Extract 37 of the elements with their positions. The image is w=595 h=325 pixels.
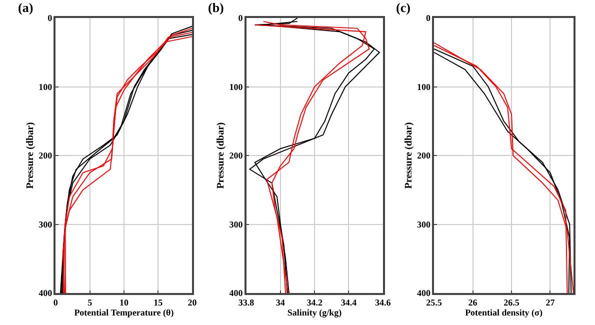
y-tick-label: 400 <box>38 288 53 298</box>
y-tick-label: 200 <box>417 150 432 161</box>
y-tick-label: 0 <box>48 13 53 24</box>
x-tick-label: 33.8 <box>238 298 255 308</box>
y-tick-label: 100 <box>38 82 53 92</box>
x-axis-title: Potential density (σ) <box>465 308 542 318</box>
y-tick-label: 300 <box>417 219 432 230</box>
x-tick-label: 27 <box>546 298 556 308</box>
x-tick-label: 34.2 <box>306 298 323 308</box>
x-tick-label: 26 <box>468 298 478 308</box>
y-tick-label: 200 <box>38 150 53 161</box>
y-tick-label: 300 <box>229 219 244 230</box>
y-tick-label: 200 <box>229 150 244 161</box>
x-tick-label: 10 <box>119 298 129 308</box>
y-tick-label: 400 <box>417 288 432 298</box>
x-tick-label: 34.6 <box>374 298 392 308</box>
y-tick-label: 0 <box>238 13 244 24</box>
y-tick-label: 300 <box>38 219 53 230</box>
chart-title: (a) <box>18 0 34 15</box>
chart-title: (c) <box>396 0 410 15</box>
x-tick-label: 5 <box>88 298 93 308</box>
x-axis-title: Potential Temperature (θ) <box>74 308 174 318</box>
y-tick-label: 400 <box>229 288 244 298</box>
y-tick-label: 100 <box>417 82 432 92</box>
x-tick-label: 15 <box>154 298 164 308</box>
y-axis-title: Pressure (dbar) <box>404 122 415 189</box>
x-tick-label: 20 <box>188 298 198 308</box>
y-axis-title: Pressure (dbar) <box>25 122 36 189</box>
x-tick-label: 34.4 <box>340 298 358 308</box>
y-tick-label: 0 <box>426 13 432 24</box>
y-axis-title: Pressure (dbar) <box>216 122 227 189</box>
x-axis-title: Salinity (g/kg) <box>287 308 342 318</box>
chart-title: (b) <box>208 0 224 15</box>
y-tick-label: 100 <box>229 82 244 92</box>
x-tick-label: 26.5 <box>504 298 520 308</box>
x-tick-label: 25.5 <box>426 298 442 308</box>
x-tick-label: 34 <box>276 298 286 308</box>
